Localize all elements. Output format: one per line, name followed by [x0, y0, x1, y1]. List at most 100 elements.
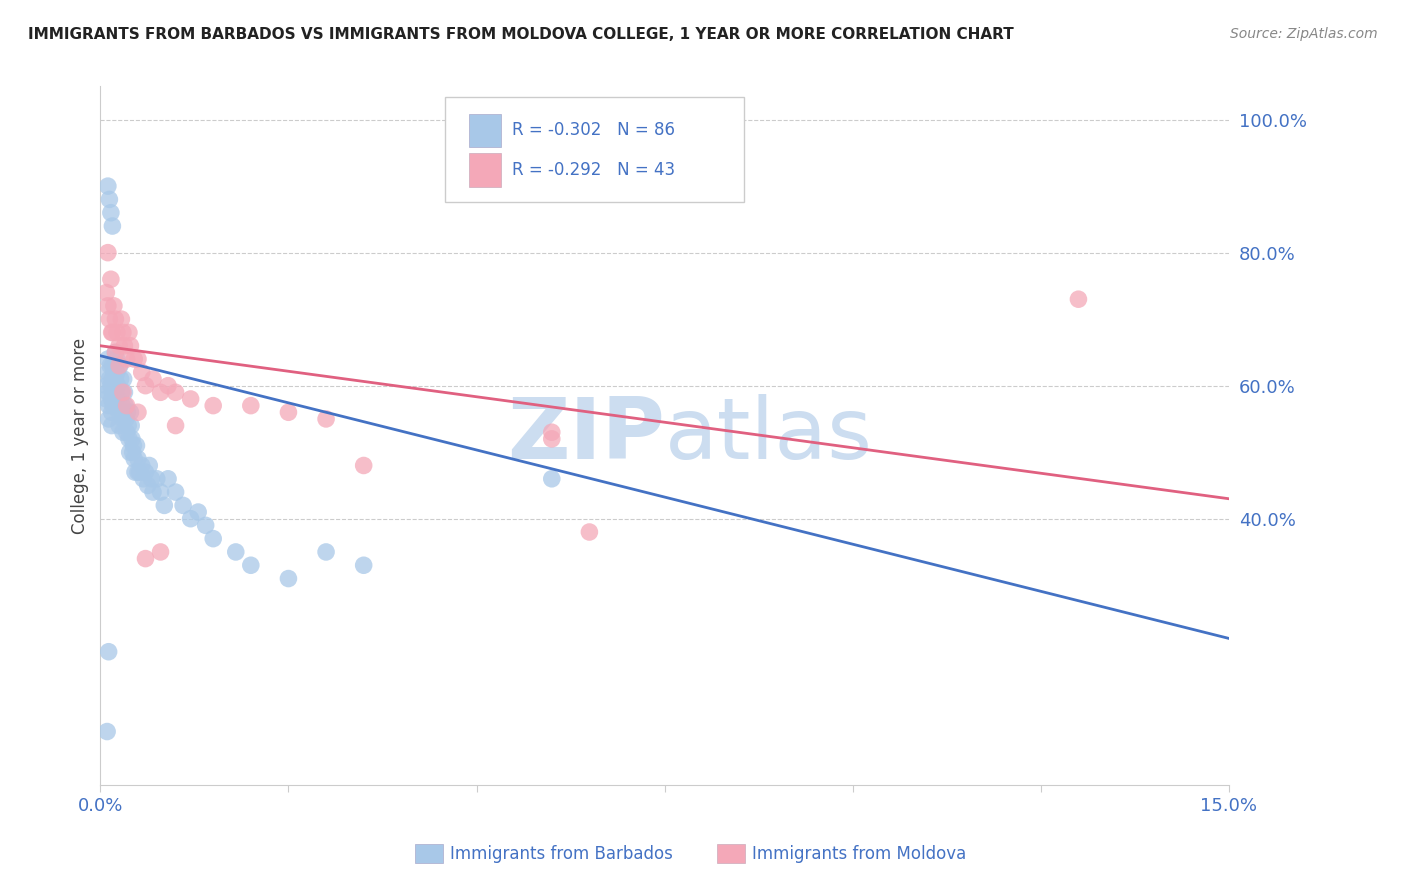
Point — [104, 312, 127, 326]
Point — [107, 392, 129, 406]
Point — [108, 339, 131, 353]
Point — [100, 405, 122, 419]
Point — [540, 432, 562, 446]
Point — [165, 485, 187, 500]
Point — [103, 299, 125, 313]
Point — [136, 478, 159, 492]
Point — [97, 399, 120, 413]
Point — [239, 558, 262, 573]
Point — [121, 445, 143, 459]
Point — [97, 385, 120, 400]
Point — [98, 372, 121, 386]
Point — [100, 378, 122, 392]
Point — [97, 365, 120, 379]
Point — [578, 524, 600, 539]
Point — [97, 299, 120, 313]
Point — [100, 326, 122, 340]
Point — [157, 378, 180, 392]
Point — [100, 272, 122, 286]
Point — [202, 532, 225, 546]
Point — [111, 326, 134, 340]
Point — [165, 418, 187, 433]
Point — [104, 345, 127, 359]
Point — [101, 372, 124, 386]
Point — [239, 399, 262, 413]
Point — [122, 438, 145, 452]
Point — [98, 359, 121, 373]
Point — [104, 359, 127, 373]
Point — [111, 412, 134, 426]
Point — [108, 418, 131, 433]
Point — [96, 285, 118, 300]
Point — [105, 399, 128, 413]
Point — [104, 345, 127, 359]
Point — [112, 385, 135, 400]
Point — [105, 326, 128, 340]
Point — [108, 359, 131, 373]
Point — [127, 465, 149, 479]
FancyBboxPatch shape — [444, 97, 744, 202]
Point — [157, 472, 180, 486]
Point — [105, 352, 128, 367]
Point — [118, 432, 141, 446]
Point — [105, 365, 128, 379]
Point — [141, 472, 163, 486]
Text: atlas: atlas — [665, 394, 873, 477]
Point — [134, 378, 156, 392]
Point — [172, 499, 194, 513]
Point — [96, 378, 118, 392]
Point — [277, 405, 299, 419]
Point — [104, 392, 127, 406]
Point — [105, 385, 128, 400]
Text: Immigrants from Barbados: Immigrants from Barbados — [450, 845, 673, 863]
Point — [315, 545, 337, 559]
Point — [96, 724, 118, 739]
Point — [134, 465, 156, 479]
Point — [138, 458, 160, 473]
Point — [315, 412, 337, 426]
Point — [115, 425, 138, 440]
Point — [110, 385, 132, 400]
Y-axis label: College, 1 year or more: College, 1 year or more — [72, 337, 89, 533]
Text: IMMIGRANTS FROM BARBADOS VS IMMIGRANTS FROM MOLDOVA COLLEGE, 1 YEAR OR MORE CORR: IMMIGRANTS FROM BARBADOS VS IMMIGRANTS F… — [28, 27, 1014, 42]
Point — [118, 326, 141, 340]
Point — [112, 372, 135, 386]
Point — [277, 572, 299, 586]
Point — [97, 412, 120, 426]
Point — [111, 385, 134, 400]
Point — [153, 499, 176, 513]
Point — [132, 472, 155, 486]
Point — [180, 392, 202, 406]
Point — [101, 219, 124, 233]
Point — [98, 193, 121, 207]
Point — [540, 472, 562, 486]
FancyBboxPatch shape — [470, 113, 501, 147]
Point — [100, 392, 122, 406]
Point — [149, 545, 172, 559]
Point — [134, 551, 156, 566]
Text: R = -0.302   N = 86: R = -0.302 N = 86 — [512, 121, 675, 139]
Point — [111, 399, 134, 413]
Point — [194, 518, 217, 533]
Point — [225, 545, 247, 559]
Point — [127, 405, 149, 419]
Point — [101, 399, 124, 413]
Point — [108, 359, 131, 373]
Point — [142, 372, 165, 386]
Point — [96, 392, 118, 406]
Point — [107, 378, 129, 392]
Point — [180, 512, 202, 526]
Point — [97, 352, 120, 367]
FancyBboxPatch shape — [470, 153, 501, 187]
Point — [131, 458, 153, 473]
Point — [100, 418, 122, 433]
Point — [122, 352, 145, 367]
Point — [101, 385, 124, 400]
Point — [353, 458, 375, 473]
Text: Immigrants from Moldova: Immigrants from Moldova — [752, 845, 966, 863]
Point — [142, 485, 165, 500]
Point — [98, 312, 121, 326]
Point — [101, 326, 124, 340]
Point — [103, 378, 125, 392]
Point — [97, 179, 120, 194]
